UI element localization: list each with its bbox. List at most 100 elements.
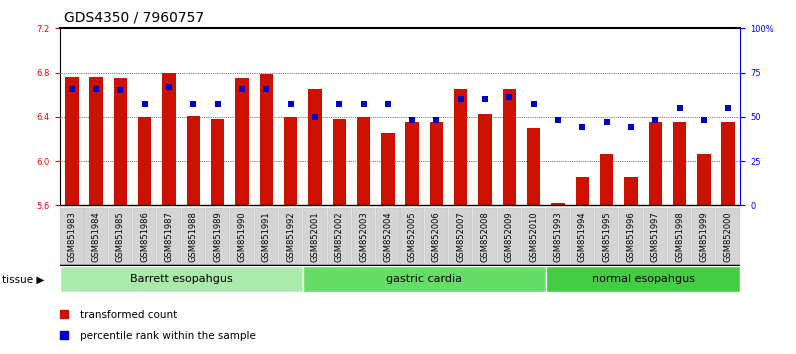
Text: GSM851995: GSM851995 [602,211,611,262]
FancyBboxPatch shape [474,208,497,265]
Point [58,311,71,317]
Text: GSM851987: GSM851987 [165,211,174,262]
Text: GSM851997: GSM851997 [650,211,660,262]
Bar [649,122,662,205]
Bar [284,117,297,205]
Point [478,96,491,102]
Bar [259,74,273,205]
Text: GSM851991: GSM851991 [262,211,271,262]
Text: GSM852003: GSM852003 [359,211,368,262]
FancyBboxPatch shape [181,208,205,265]
Point [576,125,589,130]
Point [722,105,735,111]
Text: GSM851984: GSM851984 [92,211,100,262]
Text: GSM852004: GSM852004 [384,211,392,262]
Bar [624,177,638,205]
Bar [405,122,419,205]
Text: GSM852005: GSM852005 [408,211,416,262]
Point [236,86,248,91]
Text: GSM851989: GSM851989 [213,211,222,262]
Point [333,102,345,107]
Point [649,118,661,123]
FancyBboxPatch shape [546,208,570,265]
Bar [600,154,613,205]
FancyBboxPatch shape [595,208,618,265]
Point [162,84,175,90]
Text: GSM852006: GSM852006 [432,211,441,262]
FancyBboxPatch shape [109,208,132,265]
Point [284,102,297,107]
Bar [211,119,224,205]
FancyBboxPatch shape [668,208,691,265]
Point [697,118,710,123]
Point [357,102,370,107]
Text: GSM851994: GSM851994 [578,211,587,262]
FancyBboxPatch shape [571,208,594,265]
Text: GSM852009: GSM852009 [505,211,514,262]
Bar [381,133,395,205]
FancyBboxPatch shape [279,208,302,265]
Text: GSM851983: GSM851983 [68,211,76,262]
Point [600,119,613,125]
Bar [187,116,200,205]
Text: GDS4350 / 7960757: GDS4350 / 7960757 [64,11,204,25]
Bar [478,114,492,205]
FancyBboxPatch shape [400,208,423,265]
Text: GSM852008: GSM852008 [481,211,490,262]
Text: GSM852000: GSM852000 [724,211,732,262]
FancyBboxPatch shape [206,208,229,265]
FancyBboxPatch shape [328,208,351,265]
FancyBboxPatch shape [546,266,740,292]
Text: GSM851996: GSM851996 [626,211,635,262]
Text: GSM851990: GSM851990 [237,211,247,262]
Point [455,96,467,102]
Point [527,102,540,107]
Text: tissue ▶: tissue ▶ [2,275,44,285]
Text: GSM852001: GSM852001 [310,211,319,262]
Bar [454,89,467,205]
Bar [576,177,589,205]
Text: GSM852010: GSM852010 [529,211,538,262]
FancyBboxPatch shape [716,208,739,265]
Text: GSM851985: GSM851985 [116,211,125,262]
Point [673,105,686,111]
Bar [308,89,322,205]
FancyBboxPatch shape [158,208,181,265]
FancyBboxPatch shape [498,208,521,265]
FancyBboxPatch shape [449,208,472,265]
Point [503,95,516,100]
FancyBboxPatch shape [60,266,302,292]
Point [139,102,151,107]
FancyBboxPatch shape [255,208,278,265]
Bar [673,122,686,205]
Bar [430,122,443,205]
Bar [357,117,370,205]
FancyBboxPatch shape [619,208,642,265]
Point [90,86,103,91]
Text: GSM851998: GSM851998 [675,211,684,262]
Point [58,332,71,338]
Bar [65,77,79,205]
FancyBboxPatch shape [60,208,84,265]
Bar [89,77,103,205]
Text: GSM852007: GSM852007 [456,211,465,262]
Bar [503,89,516,205]
Text: gastric cardia: gastric cardia [386,274,462,284]
FancyBboxPatch shape [522,208,545,265]
FancyBboxPatch shape [84,208,107,265]
Text: GSM852002: GSM852002 [335,211,344,262]
Bar [114,78,127,205]
Text: percentile rank within the sample: percentile rank within the sample [80,331,256,341]
Bar [697,154,711,205]
Bar [552,203,564,205]
FancyBboxPatch shape [693,208,716,265]
FancyBboxPatch shape [302,266,546,292]
FancyBboxPatch shape [230,208,254,265]
Bar [333,119,346,205]
Text: GSM851992: GSM851992 [286,211,295,262]
FancyBboxPatch shape [352,208,375,265]
Bar [138,117,151,205]
Text: GSM851999: GSM851999 [700,211,708,262]
Point [381,102,394,107]
Point [406,118,419,123]
